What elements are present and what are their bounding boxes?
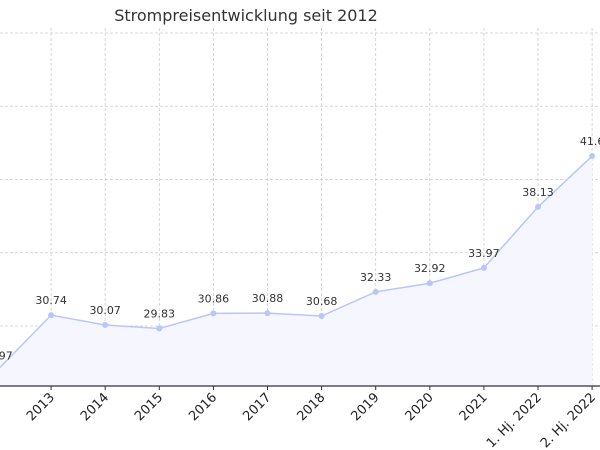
x-tick-label: 2020 <box>403 390 437 424</box>
x-tick-label: 2019 <box>349 390 383 424</box>
data-point <box>480 264 487 271</box>
chart-title: Strompreisentwicklung seit 2012 <box>114 6 378 25</box>
data-label: 38.13 <box>522 186 554 199</box>
x-tick-label: 2021 <box>457 390 491 424</box>
data-label: 30.74 <box>35 294 67 307</box>
data-point <box>372 288 379 295</box>
data-point <box>589 153 596 160</box>
x-ticks: 2012 2013 2014 2015 2016 2017 2018 2019 2020 2021… <box>0 386 599 450</box>
data-labels: 26.97 30.74 30.07 29.83 30.86 30.88 30.68 32.33… <box>0 135 600 362</box>
data-label: 33.97 <box>468 247 500 260</box>
series-line <box>0 155 593 369</box>
x-tick-label: 2012 <box>0 390 4 424</box>
data-point <box>48 312 55 319</box>
data-label: 30.86 <box>198 292 230 305</box>
area-fill <box>0 156 593 386</box>
x-tick-label: 2014 <box>78 390 112 424</box>
data-point <box>318 313 325 320</box>
data-point <box>535 203 541 210</box>
data-point <box>102 321 109 328</box>
data-point <box>426 280 433 287</box>
data-label: 30.68 <box>306 295 338 308</box>
x-tick-label: 2018 <box>294 390 328 424</box>
data-points <box>48 153 596 332</box>
data-label: 26.97 <box>0 349 13 362</box>
data-point <box>264 310 271 317</box>
data-label: 32.92 <box>414 262 446 275</box>
data-label: 41.6 <box>580 135 600 148</box>
x-tick-label: 1. Hj. 2022 <box>484 390 545 450</box>
data-label: 30.88 <box>252 292 284 305</box>
x-tick-label: 2015 <box>132 390 166 424</box>
x-tick-label: 2013 <box>24 390 58 424</box>
data-label: 32.33 <box>360 271 392 284</box>
data-label: 29.83 <box>144 307 176 320</box>
x-tick-label: 2016 <box>186 390 220 424</box>
data-label: 30.07 <box>89 304 121 317</box>
data-point <box>156 325 163 332</box>
x-tick-label: 2. Hj. 2022 <box>538 390 599 450</box>
x-tick-label: 2017 <box>240 390 274 424</box>
data-point <box>210 310 217 317</box>
